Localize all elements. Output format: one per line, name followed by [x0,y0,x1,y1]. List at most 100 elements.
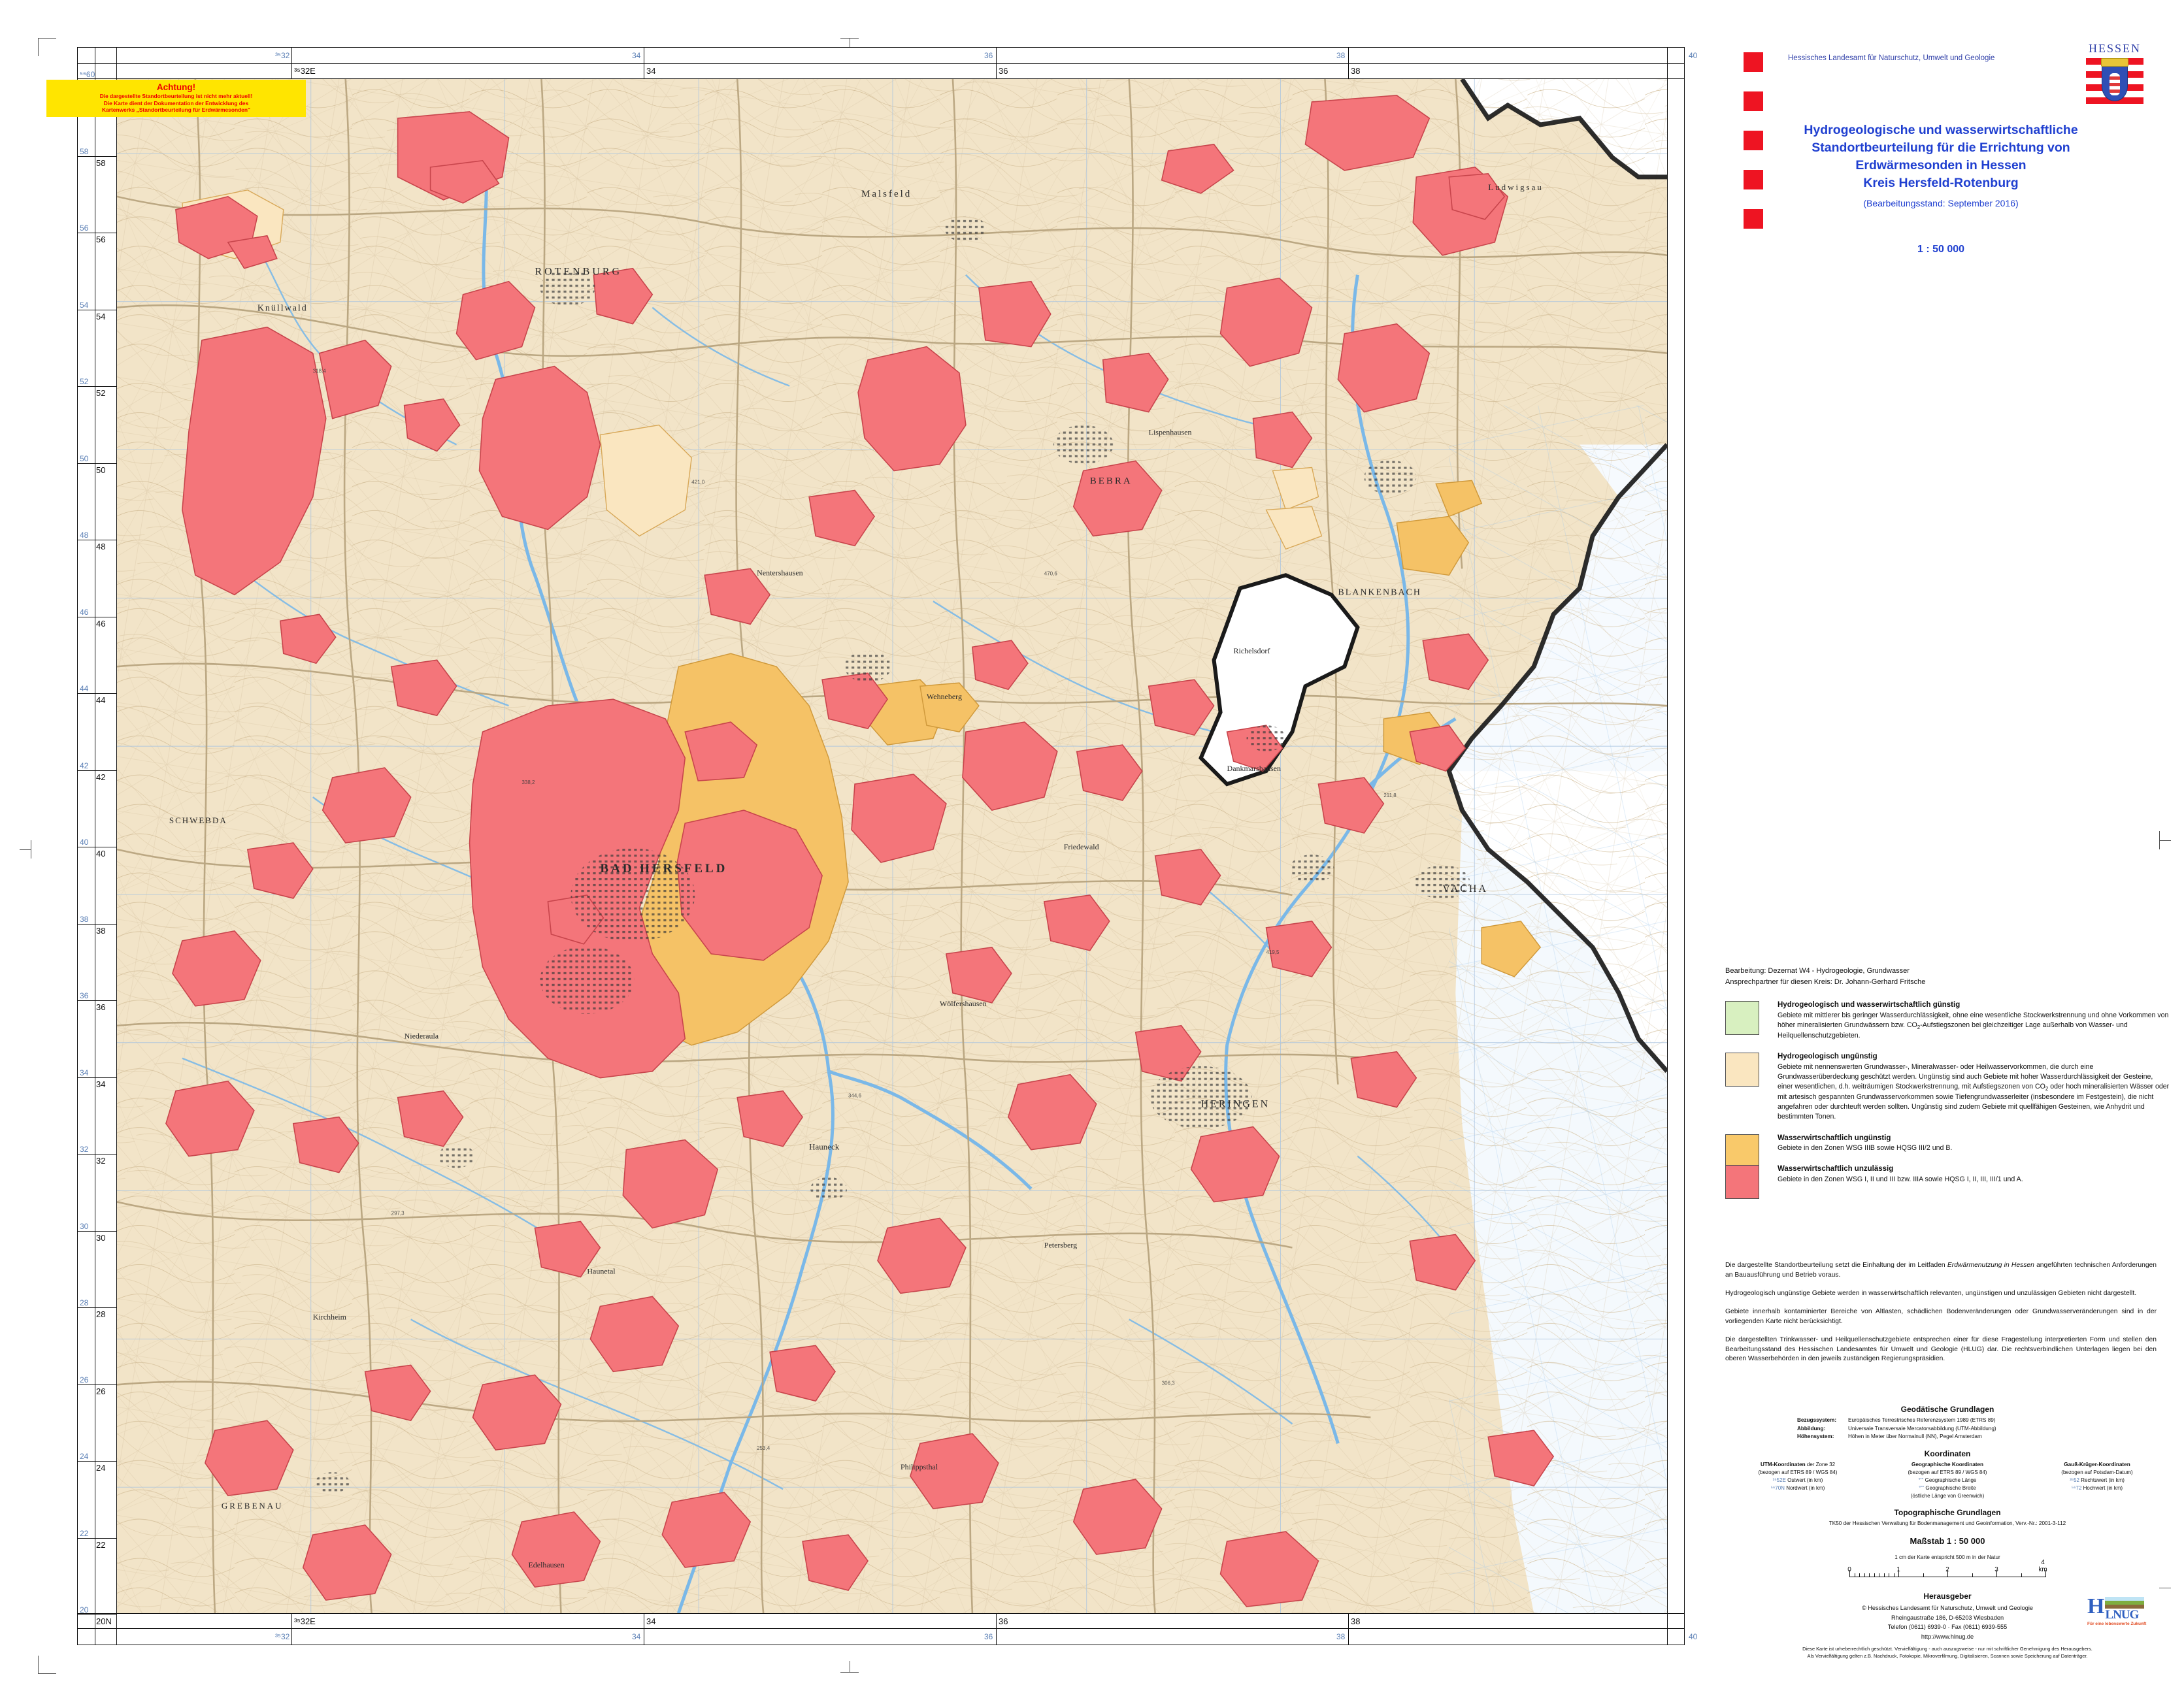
tick-left-black-20: 20N [96,1616,112,1626]
agency-name: Hessisches Landesamt für Naturschutz, Um… [1788,54,1995,62]
publisher-line-3[interactable]: http://www.hlnug.de [1921,1633,1974,1641]
scalebar-tick-3 [1996,1570,1998,1577]
geodetic-row-1: Abbildung: Universale Transversale Mercat… [1797,1425,2098,1433]
svg-text:Philippsthal: Philippsthal [901,1462,938,1471]
footer-block: Geodätische Grundlagen Bezugssystem: Euro… [1725,1405,2170,1660]
crop-mark-left-middle [20,840,31,859]
coord-geo-row2-num: °''' [1919,1485,1925,1492]
map-collar-right [1667,48,1684,1645]
map-collar-top [78,48,1684,79]
collar-tick-left-4 [78,386,117,387]
svg-text:GREBENAU: GREBENAU [222,1501,284,1511]
publisher-line-0: © Hessisches Landesamt für Naturschutz, … [1861,1605,2034,1611]
tick-bot-blue-4: 40 [1689,1632,1698,1641]
legend-title-3: Wasserwirtschaftlich unzulässig [1778,1165,1894,1173]
svg-text:Dankmarshausen: Dankmarshausen [1227,764,1281,773]
svg-text:Richelsdorf: Richelsdorf [1234,646,1270,655]
geodetic-val-0: Europäisches Terrestrisches Referenzsyst… [1848,1417,1996,1423]
brand-bar-4 [1744,170,1763,189]
svg-text:Haunetal: Haunetal [587,1266,616,1275]
collar-tick-left-15 [78,1230,117,1232]
brand-bar-2 [1744,91,1763,111]
svg-text:421,0: 421,0 [691,479,705,485]
svg-text:Malsfeld: Malsfeld [861,189,912,199]
warning-box: Achtung! Die dargestellte Standortbeurte… [46,80,306,117]
legend-row-1: Hydrogeologisch ungünstig Gebiete mit nen… [1725,1051,2170,1131]
title-scale: 1 : 50 000 [1917,244,1965,255]
crop-mark-right-middle [2159,831,2171,849]
collar-divider-bot [78,1628,1684,1629]
svg-text:344,6: 344,6 [848,1093,862,1099]
coord-gk-sub: (bezogen auf Potsdam-Datum) [2061,1469,2133,1476]
coordinates-heading: Koordinaten [1924,1449,1971,1459]
explanatory-notes: Die dargestellte Standortbeurteilung set… [1725,1261,2157,1373]
tick-left-black-4: 52 [96,388,106,398]
geodetic-key-1: Abbildung: [1797,1425,1826,1432]
svg-text:Niederaula: Niederaula [405,1032,439,1041]
tick-left-blue-16: 28 [80,1298,89,1307]
collar-tick-left-17 [78,1384,117,1385]
tick-bot-black-1: 34 [646,1616,656,1626]
svg-text:Nentershausen: Nentershausen [757,568,802,577]
geodetic-val-2: Höhen in Meter über Normalnull (NN), Peg… [1848,1433,1982,1440]
tick-left-black-18: 24 [96,1463,106,1473]
note-paragraph-2: Gebiete innerhalb kontaminierter Bereich… [1725,1307,2157,1325]
topo-heading: Topographische Grundlagen [1894,1508,2001,1518]
scalebar-fine-tick-2 [1859,1573,1861,1577]
collar-tick-left-9 [78,770,117,771]
tick-left-blue-8: 44 [80,684,89,693]
topographic-map-svg: Malsfeld Knüllwald ROTENBURG BEBRA BAD H… [117,79,1667,1613]
collar-tick-left-14 [78,1154,117,1155]
svg-text:BAD HERSFELD: BAD HERSFELD [600,862,727,876]
coord-geo-row1-txt: Geographische Länge [1925,1477,1977,1484]
svg-text:Hauneck: Hauneck [809,1142,840,1152]
tick-left-blue-18: 24 [80,1452,89,1461]
district-boundary-north [1460,79,1667,180]
svg-text:Wölfershausen: Wölfershausen [940,999,987,1008]
hlnug-tagline: Für eine lebenswerte Zukunft [2087,1622,2147,1627]
brand-bar-5 [1744,209,1763,229]
svg-text:419,5: 419,5 [1266,949,1280,955]
legend-title-0: Hydrogeologisch und wasserwirtschaftlich… [1778,1001,1961,1009]
map-canvas[interactable]: Malsfeld Knüllwald ROTENBURG BEBRA BAD H… [117,79,1667,1613]
tick-left-blue-15: 30 [80,1221,89,1231]
map-collar-left [78,48,117,1645]
collar-tick-left-19 [78,1537,117,1539]
map-frame: Malsfeld Knüllwald ROTENBURG BEBRA BAD H… [77,47,1712,1645]
tick-top-black-3: 38 [1351,66,1361,76]
scale-note: 1 cm der Karte entspricht 500 m in der N… [1894,1554,2000,1560]
copyright-line-2: Als Vervielfältigung gelten z.B. Nachdru… [1807,1652,2088,1659]
coord-gk-row2-txt: Hochwert (in km) [2083,1485,2123,1492]
coord-utm-head-rest: der Zone 32 [1805,1462,1836,1468]
collar-tick-left-18 [78,1461,117,1462]
publisher-line-1: Rheingaustraße 186, D-65203 Wiesbaden [1891,1614,2004,1621]
tick-left-black-13: 34 [96,1079,106,1089]
map-panel: Malsfeld Knüllwald ROTENBURG BEBRA BAD H… [20,38,1712,1674]
collar-tick-left-12 [78,1000,117,1001]
scalebar-label-3: 3 [1994,1566,1998,1573]
hlnug-logo: H LNUG Für eine lebenswerte Zukunft [2087,1596,2158,1627]
scalebar-wrapper: 1 cm der Karte entspricht 500 m in der N… [1725,1554,2170,1582]
coord-utm-head: UTM-Koordinaten [1760,1462,1806,1468]
svg-text:BEBRA: BEBRA [1090,476,1133,486]
tick-left-blue-10: 40 [80,838,89,847]
tick-left-black-17: 26 [96,1386,106,1396]
tick-left-blue-4: 52 [80,377,89,386]
legend-row-0: Hydrogeologisch und wasserwirtschaftlich… [1725,1000,2170,1050]
tick-left-black-11: 38 [96,925,106,936]
roads [117,79,1667,1613]
legend-title-2: Wasserwirtschaftlich ungünstig [1778,1134,1891,1142]
brand-bar-3 [1744,131,1763,150]
svg-text:338,2: 338,2 [521,779,535,785]
svg-text:306,3: 306,3 [1162,1380,1176,1386]
spot-heights: 318,4 421,0 470,6 419,5 338,2 344,6 211,8 29… [313,369,1397,1452]
note-paragraph-3: Die dargestellten Trinkwasser- und Heilq… [1725,1335,2157,1363]
tick-left-black-1: 58 [96,157,106,168]
collar-tick-bot-1 [291,1613,292,1645]
settlements [315,216,1470,1494]
coord-col-gauss-krueger: Gauß-Krüger-Koordinaten (bezogen auf Pot… [2025,1461,2170,1500]
coord-geo-sub: (bezogen auf ETRS 89 / WGS 84) [1908,1469,1987,1476]
legend: Hydrogeologisch und wasserwirtschaftlich… [1725,1000,2170,1200]
tick-left-black-6: 48 [96,542,106,551]
note-paragraph-1: Hydrogeologisch ungünstige Gebiete werde… [1725,1289,2137,1297]
